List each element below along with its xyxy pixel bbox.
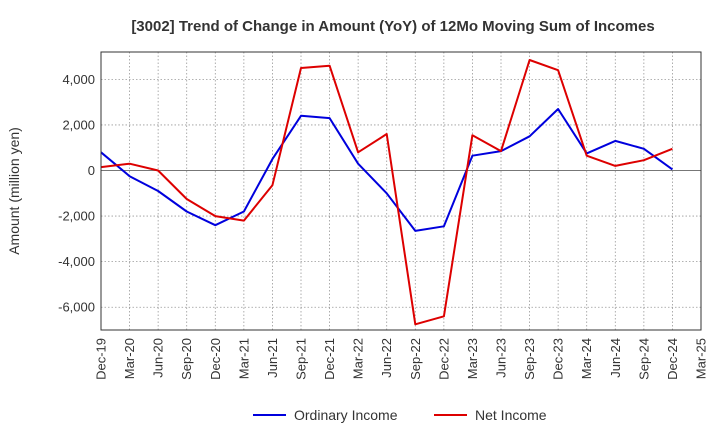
x-tick-label: Mar-20 xyxy=(122,338,137,379)
y-tick-label: 2,000 xyxy=(62,117,95,132)
x-tick-label: Jun-21 xyxy=(265,338,280,378)
y-tick-label: -4,000 xyxy=(58,254,95,269)
x-tick-label: Sep-20 xyxy=(179,338,194,380)
y-tick-labels: -6,000 -4,000 -2,000 0 2,000 4,000 xyxy=(58,72,95,315)
x-tick-label: Sep-23 xyxy=(522,338,537,380)
series-line xyxy=(100,59,673,326)
y-axis-label: Amount (million yen) xyxy=(6,127,22,255)
chart-title: [3002] Trend of Change in Amount (YoY) o… xyxy=(131,18,654,35)
y-tick-label: -2,000 xyxy=(58,209,95,224)
y-tick-label: -6,000 xyxy=(58,300,95,315)
legend-label: Net Income xyxy=(475,407,547,423)
x-tick-label: Dec-20 xyxy=(208,338,223,380)
x-tick-label: Dec-22 xyxy=(436,338,451,380)
plot-area xyxy=(101,52,701,330)
x-tick-label: Mar-22 xyxy=(351,338,366,379)
x-tick-label: Dec-24 xyxy=(665,338,680,380)
x-tick-label: Sep-22 xyxy=(408,338,423,380)
x-tick-label: Mar-23 xyxy=(465,338,480,379)
x-tick-label: Mar-25 xyxy=(694,338,709,379)
x-tick-labels: Dec-19 Mar-20 Jun-20 Sep-20 Dec-20 Mar-21 Jun-… xyxy=(94,338,709,380)
y-tick-label: 0 xyxy=(88,163,95,178)
legend: Ordinary Income Net Income xyxy=(253,407,547,423)
y-tick-label: 4,000 xyxy=(62,72,95,87)
x-tick-label: Sep-21 xyxy=(294,338,309,380)
x-tick-label: Jun-24 xyxy=(608,338,623,378)
series-lines xyxy=(100,59,673,326)
x-tick-label: Jun-22 xyxy=(379,338,394,378)
x-tick-label: Dec-23 xyxy=(551,338,566,380)
x-tick-label: Sep-24 xyxy=(636,338,651,380)
x-tick-label: Mar-24 xyxy=(579,338,594,379)
x-tick-label: Jun-20 xyxy=(151,338,166,378)
legend-label: Ordinary Income xyxy=(294,407,398,423)
x-tick-label: Dec-21 xyxy=(322,338,337,380)
x-tick-label: Dec-19 xyxy=(94,338,109,380)
grid-lines xyxy=(101,52,701,330)
x-tick-label: Jun-23 xyxy=(494,338,509,378)
series-line xyxy=(100,108,673,232)
x-tick-label: Mar-21 xyxy=(236,338,251,379)
plot-frame xyxy=(100,51,702,331)
